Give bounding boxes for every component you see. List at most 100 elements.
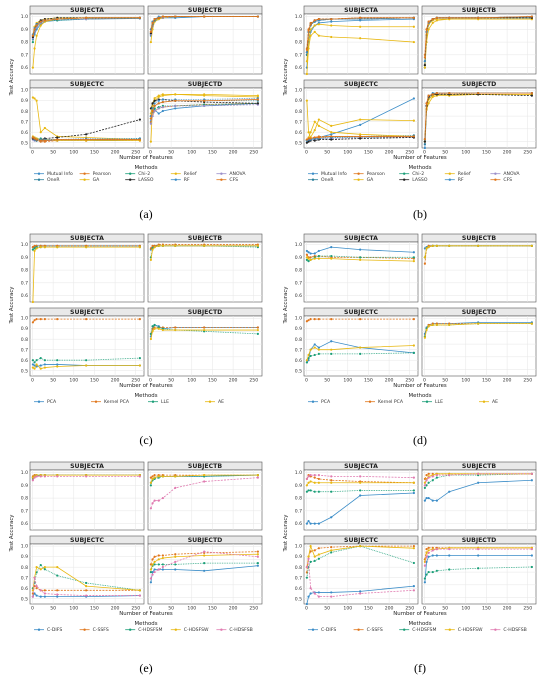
y-tick-label: 0.7 [21, 575, 28, 581]
y-tick-label: 1.0 [295, 88, 302, 94]
plot-area [303, 13, 419, 75]
legend-item: Relief [170, 171, 197, 177]
data-point [313, 129, 316, 132]
data-point [256, 332, 259, 335]
data-point [425, 474, 428, 477]
data-point [307, 257, 310, 260]
data-point [174, 568, 177, 571]
subfigure-label: (f) [414, 661, 426, 675]
data-point [359, 545, 362, 548]
x-tick-label: 100 [69, 378, 78, 384]
y-axis-title: Test Accuracy [9, 514, 15, 553]
data-point [56, 138, 59, 141]
x-tick-label: 250 [249, 606, 258, 612]
data-point [174, 104, 177, 107]
data-point [423, 564, 426, 567]
x-tick-label: 250 [249, 150, 258, 156]
data-point [359, 118, 362, 121]
data-point [309, 131, 312, 134]
data-point [256, 553, 259, 556]
legend-label: C-DIFS [47, 627, 62, 633]
facet-subjectd: SUBJECTD 0 50 100 150 200 250 [147, 535, 263, 612]
legend-marker [357, 172, 360, 175]
legend-label: Kernel PCA [378, 399, 404, 405]
data-point [307, 137, 310, 140]
data-point [330, 131, 333, 134]
plot-area [147, 87, 263, 149]
data-point [317, 346, 320, 349]
data-point [35, 34, 38, 37]
data-point [56, 18, 59, 21]
data-point [149, 570, 152, 574]
data-point [305, 60, 308, 63]
x-tick-label: 200 [229, 606, 238, 612]
data-point [85, 133, 88, 136]
y-tick-label: 0.9 [295, 483, 302, 489]
x-tick-label: 150 [482, 150, 491, 156]
facet-title: SUBJECTA [344, 235, 378, 242]
data-point [43, 19, 46, 22]
plot-area [29, 13, 145, 75]
data-point [153, 555, 156, 558]
facet-title: SUBJECTC [70, 537, 104, 544]
legend-item: RF [444, 177, 464, 183]
data-point [330, 124, 333, 127]
data-point [427, 570, 430, 574]
data-point [149, 581, 152, 584]
data-point [39, 367, 42, 370]
data-point [448, 568, 451, 571]
legend-label: ANOVA [229, 171, 246, 177]
legend-marker [494, 178, 497, 181]
y-tick-label: 0.5 [295, 140, 302, 146]
data-point [43, 475, 46, 478]
data-point [330, 490, 333, 493]
x-tick-label: 50 [168, 606, 174, 612]
data-point [56, 136, 59, 139]
legend-label: PCA [321, 399, 331, 405]
data-point [330, 348, 333, 351]
data-point [33, 576, 36, 579]
data-point [330, 24, 333, 27]
data-point [203, 554, 206, 557]
data-point [157, 244, 160, 247]
data-point [309, 34, 312, 37]
data-point [425, 573, 428, 576]
data-point [431, 21, 434, 25]
data-point [151, 21, 154, 25]
data-point [309, 23, 312, 26]
data-point [359, 318, 362, 321]
data-point [149, 484, 152, 487]
data-point [431, 554, 434, 557]
legend-marker [311, 628, 315, 631]
legend-label: AE [492, 399, 498, 405]
legend-item: Mutual Info [308, 171, 347, 177]
data-point [359, 489, 362, 492]
legend-label: LASSO [138, 177, 154, 183]
x-tick-label: 250 [523, 606, 532, 612]
legend-label: Mutual Info [47, 171, 73, 177]
data-point [359, 481, 362, 484]
data-point [412, 491, 415, 495]
legend-title: Methods [134, 621, 157, 627]
data-point [309, 258, 312, 261]
data-point [530, 92, 533, 95]
data-point [412, 489, 415, 492]
data-point [307, 475, 310, 478]
legend-marker [37, 628, 41, 631]
data-point [161, 93, 164, 96]
data-point [203, 569, 206, 572]
data-point [151, 325, 154, 328]
data-point [313, 549, 316, 552]
data-point [153, 323, 156, 327]
x-tick-label: 100 [343, 150, 352, 156]
data-point [43, 246, 46, 249]
legend-item: C-HDSFSM [399, 627, 436, 633]
data-point [313, 555, 316, 558]
data-point [56, 589, 59, 592]
facet-subjectb: SUBJECTB [147, 5, 263, 75]
x-tick-label: 0 [149, 606, 152, 612]
data-point [203, 15, 206, 18]
data-point [56, 359, 59, 362]
y-tick-label: 1.0 [295, 470, 302, 476]
data-point [174, 326, 177, 329]
